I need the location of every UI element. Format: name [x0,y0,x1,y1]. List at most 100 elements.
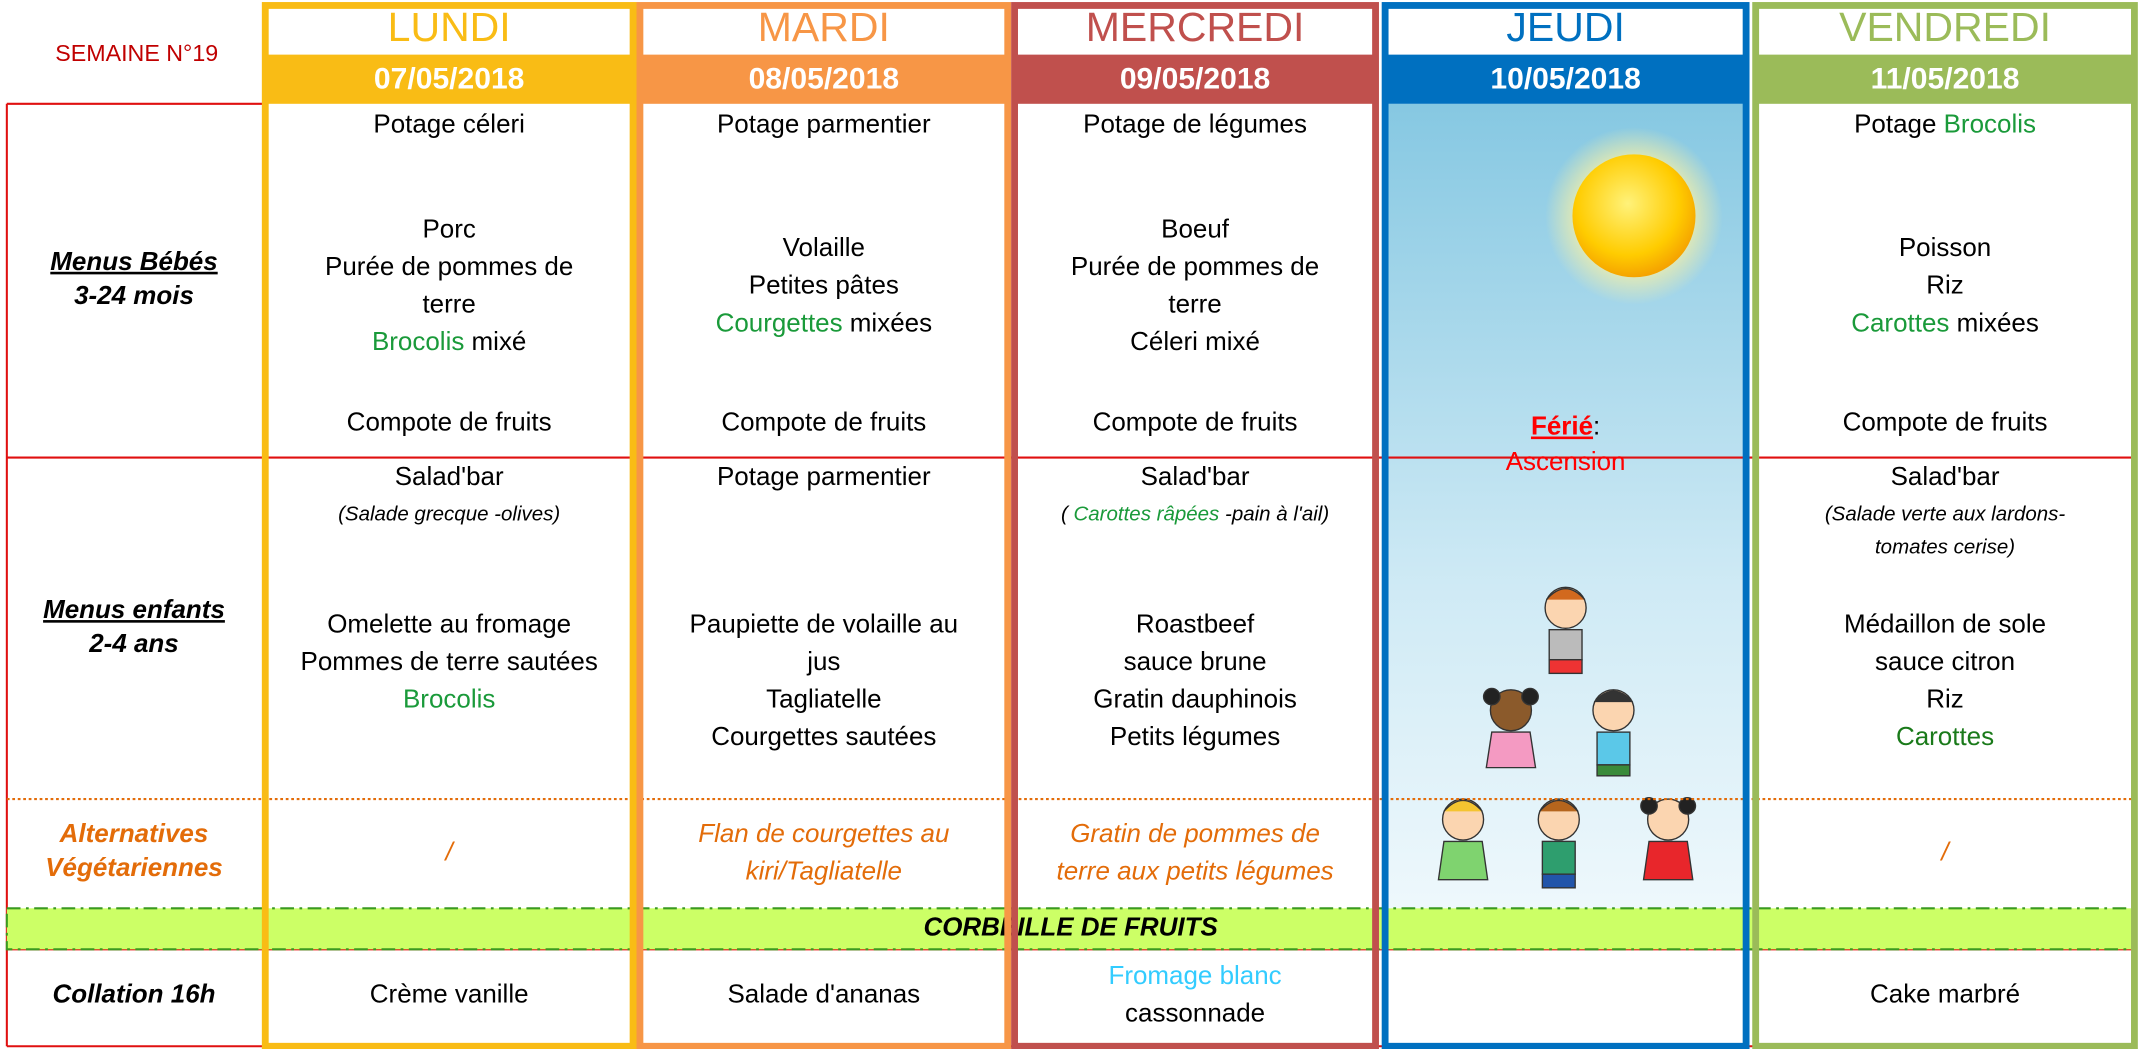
menu-line: Carottes mixées [1851,307,2039,337]
row-label: Alternatives [59,818,209,848]
menu-line: terre [1168,288,1221,318]
menu-line: Potage parmentier [717,109,931,139]
menu-line: sauce brune [1124,646,1267,676]
menu-line: Cake marbré [1870,979,2020,1009]
menu-line: Potage céleri [373,109,525,139]
day-name: MARDI [758,4,890,50]
menu-text: -pain à l'ail) [1219,503,1329,526]
menu-line: Purée de pommes de [1071,251,1319,281]
menu-line: Compote de fruits [1843,406,2048,436]
menu-line: Tagliatelle [766,684,881,714]
day-name: VENDREDI [1839,4,2051,50]
menu-line: Compote de fruits [347,406,552,436]
menu-line: Brocolis mixé [372,326,526,356]
row-label: Collation 16h [52,979,215,1009]
menu-line: tomates cerise) [1875,536,2015,559]
day-date-bar [1385,54,1747,104]
menu-line: Salad'bar [1891,461,2000,491]
menu-line: Courgettes mixées [716,307,933,337]
menu-text: Carottes [1896,721,1994,751]
day-column [261,2,637,1049]
menu-text: Courgettes [716,307,843,337]
week-label: SEMAINE N°19 [55,40,218,66]
menu-line: Purée de pommes de [325,251,573,281]
day-date-bar [639,54,1008,104]
day-date-bar [1755,54,2135,104]
menu-line: sauce citron [1875,646,2015,676]
menu-text: mixées [843,307,932,337]
menu-line: terre [422,288,475,318]
holiday-separator: : [1593,410,1600,440]
menu-line: Crème vanille [370,979,529,1009]
menu-line: jus [806,646,840,676]
day-date: 08/05/2018 [749,63,899,96]
menu-line: Riz [1926,270,1964,300]
row-label: 3-24 mois [74,280,194,310]
menu-line: Salade d'ananas [727,979,920,1009]
menu-line: Compote de fruits [721,406,926,436]
row-label: 2-4 ans [88,628,179,658]
menu-line: Potage Brocolis [1854,109,2036,139]
holiday-name: Ascension [1506,446,1626,476]
menu-text: Fromage blanc [1108,960,1281,990]
day-name: MERCREDI [1086,4,1305,50]
holiday-word: Férié [1531,410,1593,440]
menu-line: Médaillon de sole [1844,608,2046,638]
day-date-bar [265,54,634,104]
menu-line: Volaille [783,232,865,262]
day-date: 11/05/2018 [1871,63,2020,96]
menu-text: Potage [1854,109,1944,139]
menu-line: / [444,837,456,867]
day-column [1011,2,1379,1049]
menu-text: Brocolis [403,684,495,714]
menu-line: Potage de légumes [1083,109,1307,139]
menu-text: (Salade grecque -olives) [338,503,560,526]
menu-line: Riz [1926,684,1964,714]
menu-line: Pommes de terre sautées [301,646,598,676]
menu-text: Brocolis [1944,109,2036,139]
menu-line: Brocolis [403,684,495,714]
day-column [636,2,1012,1049]
menu-text: ( [1061,503,1074,526]
menu-line: Carottes [1896,721,1994,751]
day-column [1381,2,1750,1049]
day-date: 09/05/2018 [1120,63,1270,96]
menu-line: cassonnade [1125,997,1265,1027]
day-date: 10/05/2018 [1490,63,1640,96]
menu-line: Paupiette de volaille au [690,608,959,638]
row-label: Menus Bébés [50,246,217,276]
fruit-basket: CORBEILLE DE FRUITS [923,912,1218,942]
day-name: JEUDI [1506,4,1624,50]
menu-line: terre aux petits légumes [1057,855,1334,885]
menu-line: Omelette au fromage [327,608,571,638]
day-column [1752,2,2138,1049]
menu-text: mixées [1949,307,2038,337]
menu-line: ( Carottes râpées -pain à l'ail) [1061,503,1329,526]
row-label: Végétariennes [45,852,223,882]
menu-line: Salad'bar [1141,461,1250,491]
menu-line: Petites pâtes [749,270,899,300]
holiday-illustration [1385,103,1747,909]
menu-line: (Salade verte aux lardons- [1825,503,2066,526]
menu-text: Carottes râpées [1073,503,1219,526]
menu-line: Porc [422,213,475,243]
holiday-label: Férié: [1531,410,1600,440]
menu-line: Compote de fruits [1093,406,1298,436]
menu-line: (Salade grecque -olives) [338,503,560,526]
menu-line: Boeuf [1161,213,1230,243]
day-date: 07/05/2018 [374,63,524,96]
menu-line: Gratin dauphinois [1093,684,1297,714]
day-name: LUNDI [388,4,511,50]
menu-line: Fromage blanc [1108,960,1281,990]
menu-line: kiri/Tagliatelle [746,855,902,885]
menu-line: Courgettes sautées [711,721,936,751]
table-borders [5,102,2136,1048]
day-date-bar [1014,54,1376,104]
menu-line: Flan de courgettes au [698,818,949,848]
row-label: Menus enfants [43,594,225,624]
menu-line: Potage parmentier [717,461,931,491]
menu-text: Carottes [1851,307,1949,337]
fruit-basket-bar [5,907,2137,951]
